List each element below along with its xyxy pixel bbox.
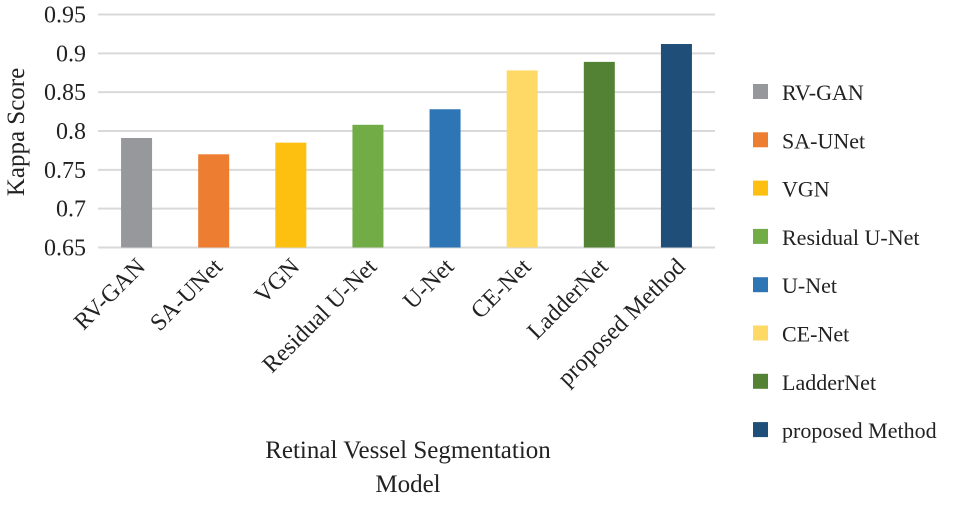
x-tick-label: U-Net [399,254,460,315]
bar [429,109,461,248]
bar [198,154,230,248]
bar [352,124,384,248]
x-tick-label: RV-GAN [69,254,150,335]
legend-swatch [753,373,768,389]
x-tick-label: VGN [250,254,305,309]
legend-label: RV-GAN [782,80,864,105]
legend-label: SA-UNet [782,128,865,153]
bar [583,61,615,248]
y-axis-label: Kappa Score [3,68,30,196]
x-tick-label: SA-UNet [145,254,228,337]
legend-label: CE-Net [782,322,849,347]
bar [121,137,153,248]
y-tick-label: 0.85 [44,80,86,106]
y-tick-label: 0.9 [56,41,86,67]
legend-swatch [753,228,768,244]
legend-label: U-Net [782,273,837,298]
x-tick-label: CE-Net [466,254,536,324]
legend-swatch [753,180,768,196]
legend-swatch [753,422,768,438]
x-axis-label-line-2: Model [375,471,440,498]
legend-swatch [753,277,768,293]
legend-label: proposed Method [782,418,937,443]
bar [506,70,538,248]
legend-label: Residual U-Net [782,225,919,250]
legend-swatch [753,325,768,341]
legend-swatch [753,84,768,99]
legend-label: LadderNet [782,370,876,395]
y-tick-label: 0.8 [56,119,86,145]
legend-swatch [753,132,768,148]
y-tick-label: 0.7 [56,197,86,223]
bar [275,142,307,248]
y-tick-label: 0.75 [44,158,86,184]
legend-label: VGN [782,177,830,202]
bar [660,44,692,248]
y-tick-label: 0.65 [44,236,86,262]
x-axis-label-line-1: Retinal Vessel Segmentation [265,437,551,464]
y-tick-label: 0.95 [44,3,86,29]
